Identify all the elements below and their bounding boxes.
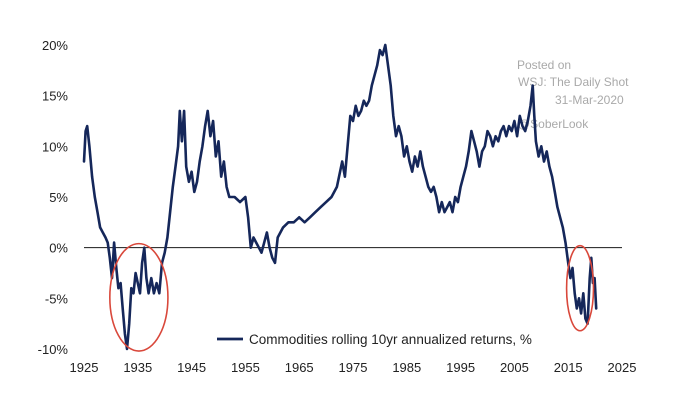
y-tick-label: 15%: [42, 89, 68, 104]
y-axis: 20% 15% 10% 5% 0% -5% -10%: [38, 38, 69, 357]
x-tick-label: 1975: [339, 360, 368, 375]
watermark-line-2: WSJ: The Daily Shot: [518, 75, 629, 89]
y-tick-label: 5%: [49, 190, 68, 205]
highlight-circle-2: [565, 244, 595, 332]
series-line-commodities: [82, 43, 598, 351]
x-tick-label: 1985: [392, 360, 421, 375]
y-tick-label: 20%: [42, 38, 68, 53]
watermark-line-1: Posted on: [517, 58, 571, 72]
legend: Commodities rolling 10yr annualized retu…: [217, 332, 532, 347]
y-tick-label: 0%: [49, 241, 68, 256]
legend-label: Commodities rolling 10yr annualized retu…: [249, 332, 532, 347]
highlight-circle-1: [109, 242, 169, 352]
x-tick-label: 1965: [285, 360, 314, 375]
highlight-circles: [109, 242, 595, 352]
y-tick-label: -5%: [45, 291, 69, 306]
x-tick-label: 1935: [123, 360, 152, 375]
x-tick-label: 1955: [231, 360, 260, 375]
y-tick-label: -10%: [38, 342, 69, 357]
x-tick-label: 2005: [500, 360, 529, 375]
watermark-line-3: 31-Mar-2020: [555, 93, 624, 107]
x-tick-label: 1945: [177, 360, 206, 375]
x-tick-label: 1925: [70, 360, 99, 375]
x-tick-label: 2015: [554, 360, 583, 375]
x-axis: 1925 1935 1945 1955 1965 1975 1985 1995 2005 2015…: [70, 360, 637, 375]
x-tick-label: 1995: [446, 360, 475, 375]
y-tick-label: 10%: [42, 139, 68, 154]
x-tick-label: 2025: [608, 360, 637, 375]
